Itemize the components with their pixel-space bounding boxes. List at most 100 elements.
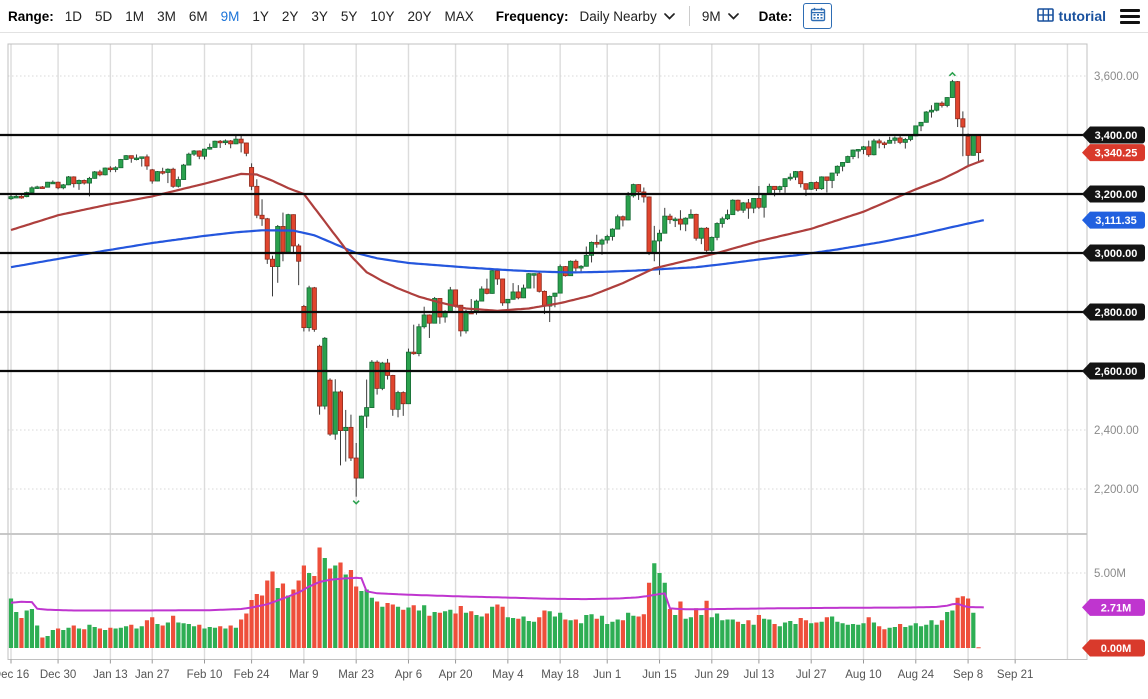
calendar-button[interactable] [803, 3, 833, 29]
candle-body [473, 300, 479, 313]
axis-label: Aug 24 [898, 669, 935, 681]
candle-body [970, 135, 976, 156]
high-marker-icon [948, 71, 956, 77]
range-option-1m[interactable]: 1M [125, 8, 145, 24]
range-option-6m[interactable]: 6M [188, 8, 208, 24]
candle-body [677, 218, 683, 225]
chart-area[interactable]: 3,600.00 2,400.00 2,200.00 5.00M 3,400.00 3,3… [0, 33, 1148, 694]
volume-bar [714, 613, 720, 648]
candle-body [887, 139, 893, 144]
volume-bar [97, 628, 103, 648]
candle-body [191, 150, 197, 155]
volume-bar [317, 547, 322, 648]
range-option-9m[interactable]: 9M [220, 8, 240, 24]
candle-body [97, 171, 103, 176]
volume-bar [223, 628, 228, 648]
volume-bar [244, 613, 249, 648]
volume-bar [840, 623, 845, 648]
range-option-3y[interactable]: 3Y [311, 8, 328, 24]
volume-bar [814, 622, 819, 648]
candle-body [118, 159, 124, 169]
range-option-20y[interactable]: 20Y [407, 8, 432, 24]
volume-bar [338, 562, 343, 648]
range-option-5d[interactable]: 5D [95, 8, 113, 24]
range-option-1y[interactable]: 1Y [252, 8, 269, 24]
axis-label: Dec 16 [0, 669, 29, 681]
volume-bar [150, 617, 155, 648]
period-dropdown[interactable]: 9M [702, 9, 739, 24]
volume-bar [448, 609, 453, 648]
volume-bar [348, 570, 354, 648]
period-value: 9M [701, 8, 721, 24]
candle-body [599, 239, 605, 245]
candle-body [934, 102, 940, 111]
volume-bar [401, 609, 406, 648]
range-toolbar: Range: 1D 5D 1M 3M 6M 9M 1Y 2Y 3Y 5Y 10Y 20Y MAX Fre… [0, 3, 833, 29]
volume-bar [442, 611, 448, 648]
frequency-dropdown[interactable]: Daily Nearby [580, 9, 675, 24]
volume-bar [108, 627, 113, 648]
volume-bar [861, 623, 866, 648]
range-option-3m[interactable]: 3M [157, 8, 176, 24]
candle-body [745, 202, 751, 209]
candle-body [709, 236, 715, 251]
hamburger-menu-icon[interactable] [1120, 8, 1140, 24]
volume-bar [35, 625, 40, 648]
volume-bar [45, 636, 50, 648]
candle-body [944, 97, 950, 106]
candle-body [730, 199, 736, 216]
axis-label: Sep 21 [997, 669, 1033, 681]
volume-bar [364, 589, 369, 648]
candle-body [615, 216, 621, 230]
volume-bar [406, 607, 411, 648]
volume-bar [516, 618, 521, 648]
volume-bar [652, 563, 657, 648]
volume-bar [521, 616, 526, 648]
price-badge [1082, 639, 1145, 657]
volume-bar [286, 595, 291, 648]
volume-bar [437, 612, 442, 648]
candle-body [589, 241, 595, 256]
candle-body [437, 298, 443, 318]
candle-body [583, 254, 589, 267]
candle-body [604, 236, 610, 241]
volume-bar [882, 629, 887, 648]
volume-bar [641, 614, 646, 648]
candle-body [510, 291, 516, 300]
range-label: Range: [8, 8, 54, 24]
candlestick-chart[interactable]: 3,600.00 2,400.00 2,200.00 5.00M 3,400.00 3,3… [0, 33, 1148, 694]
candle-body [139, 156, 145, 159]
candle-body [829, 172, 835, 181]
candle-body [536, 273, 542, 292]
volume-bar [333, 565, 338, 648]
volume-bar [212, 627, 218, 648]
volume-bar [40, 637, 45, 648]
volume-bar [845, 624, 850, 648]
candle-body [212, 140, 218, 148]
plot-frame [7, 43, 1088, 660]
candle-body [144, 156, 150, 167]
candle-body [343, 426, 349, 431]
candle-body [71, 176, 77, 185]
candle-body [149, 169, 155, 182]
volume-bar [620, 620, 626, 648]
price-badge [1082, 185, 1145, 203]
candle-body [358, 415, 364, 479]
volume-bar [176, 622, 181, 648]
volume-bar [929, 620, 934, 648]
volume-bar [584, 615, 589, 648]
candle-body [860, 146, 866, 150]
range-option-2y[interactable]: 2Y [281, 8, 299, 24]
volume-bar [453, 613, 458, 648]
tutorial-link[interactable]: tutorial [1036, 7, 1106, 25]
candle-body [688, 213, 694, 219]
volume-bar [76, 628, 82, 648]
range-option-5y[interactable]: 5Y [340, 8, 358, 24]
volume-bar [866, 617, 871, 648]
frequency-value: Daily Nearby [579, 8, 657, 24]
range-option-1d[interactable]: 1D [64, 8, 83, 24]
range-option-max[interactable]: MAX [444, 8, 474, 24]
range-option-10y[interactable]: 10Y [370, 8, 395, 24]
volume-bar [526, 621, 531, 648]
volume-bar [50, 630, 55, 648]
